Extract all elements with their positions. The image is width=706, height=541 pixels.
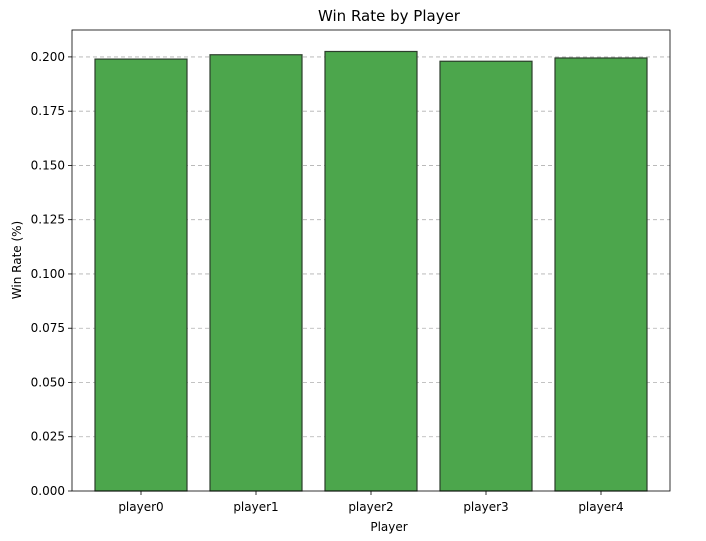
bar-player2 [324, 50, 418, 492]
y-tick-label: 0.075 [31, 321, 65, 335]
y-tick-label: 0.200 [31, 50, 65, 64]
x-tick-label: player1 [233, 500, 278, 514]
y-tick-label: 0.125 [31, 213, 65, 227]
bar-player0 [94, 58, 188, 492]
y-axis-label: Win Rate (%) [10, 221, 24, 299]
bar-player3 [439, 60, 533, 492]
x-tick-label: player0 [118, 500, 163, 514]
y-tick-label: 0.100 [31, 267, 65, 281]
y-tick-label: 0.150 [31, 158, 65, 172]
bar-player1 [209, 54, 303, 492]
x-tick-label: player2 [348, 500, 393, 514]
bars [94, 50, 648, 492]
chart-title: Win Rate by Player [318, 7, 461, 25]
x-axis-ticks: player0 player1 player2 player3 player4 [118, 491, 624, 514]
bar-player4 [554, 57, 648, 492]
x-axis-label: Player [370, 520, 407, 534]
y-axis-ticks: 0.000 0.025 0.050 0.075 0.100 0.125 0.150 0.175… [31, 50, 72, 498]
y-tick-label: 0.025 [31, 430, 65, 444]
x-tick-label: player3 [463, 500, 508, 514]
y-tick-label: 0.000 [31, 484, 65, 498]
y-tick-label: 0.050 [31, 375, 65, 389]
y-tick-label: 0.175 [31, 104, 65, 118]
x-tick-label: player4 [578, 500, 623, 514]
